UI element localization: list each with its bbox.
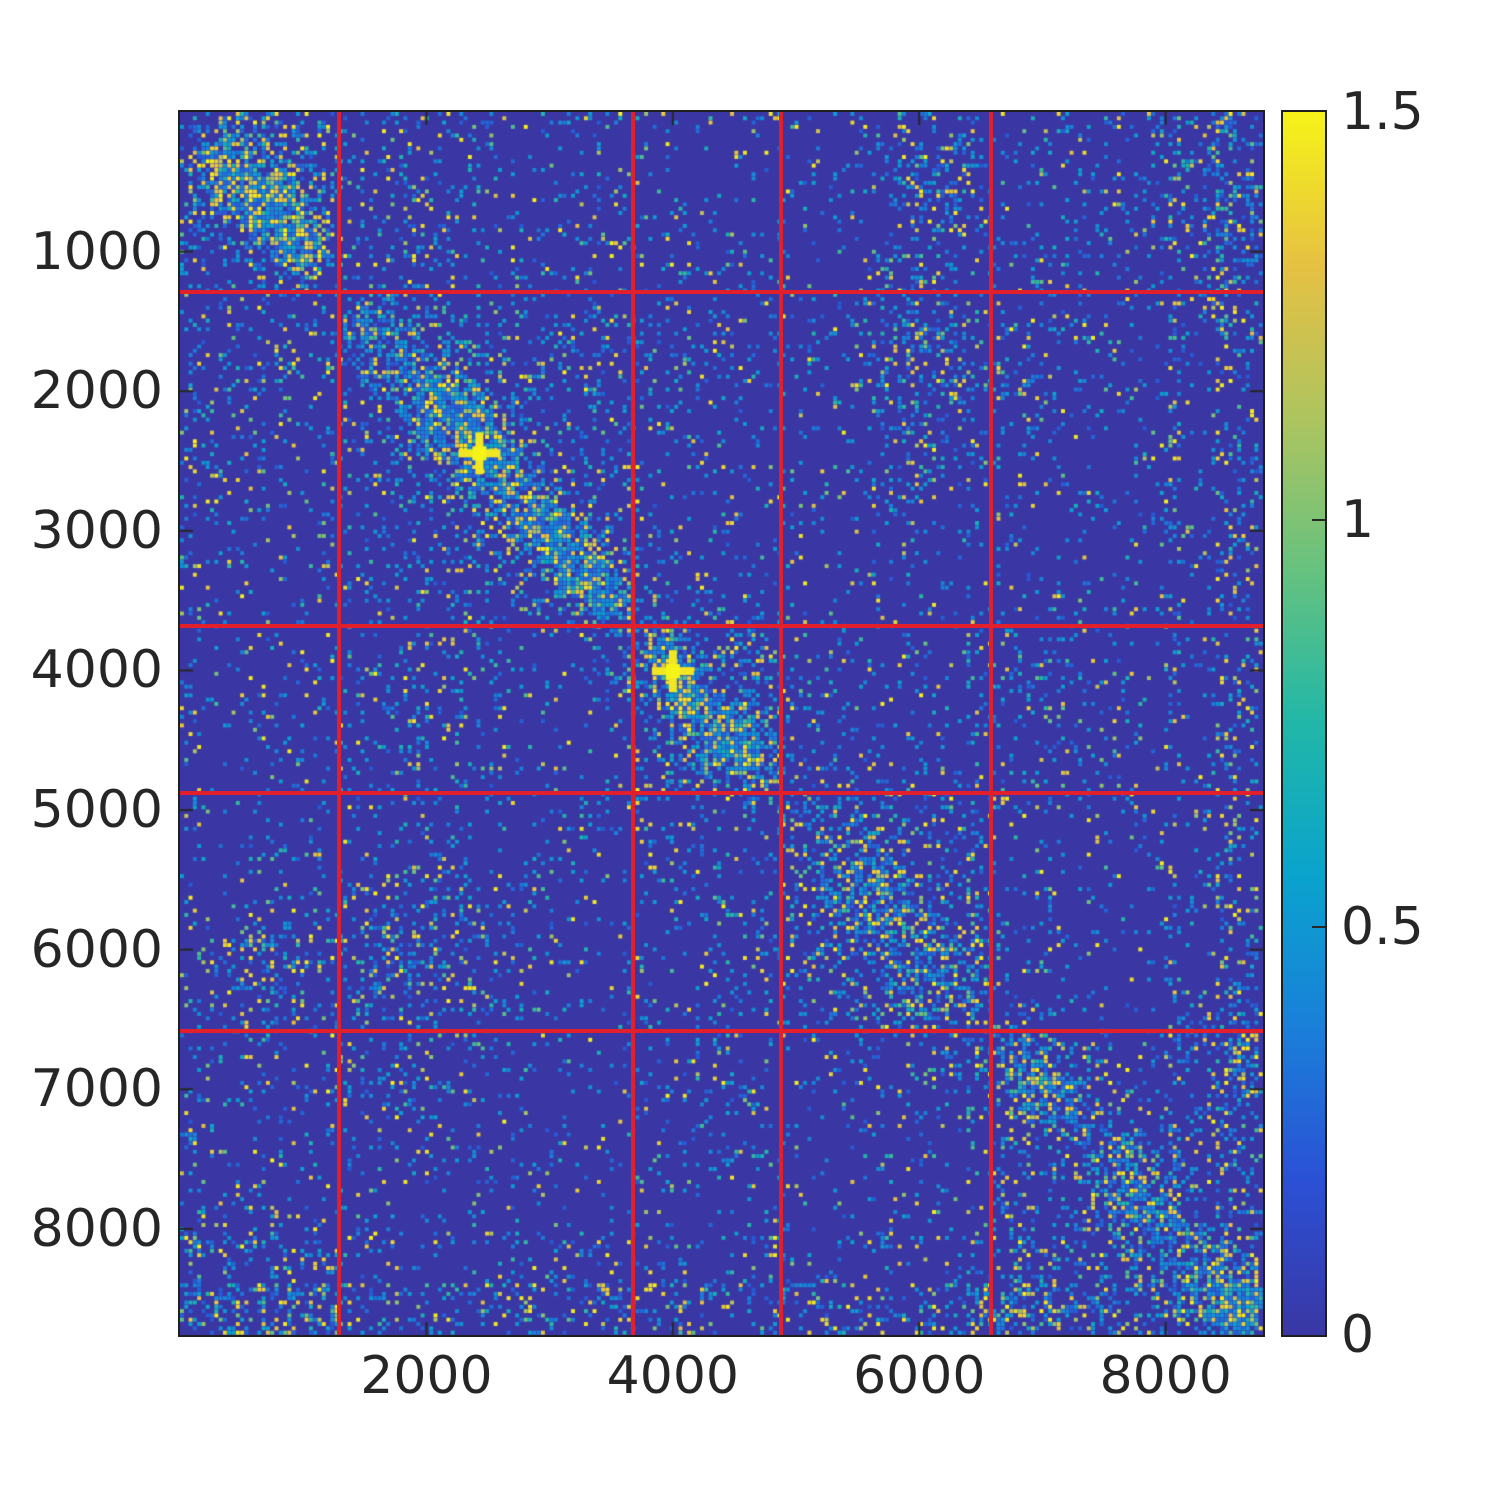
colorbar-tick-label: 0 bbox=[1341, 1305, 1375, 1365]
colorbar-tick-label: 1.5 bbox=[1341, 82, 1424, 142]
cluster-boundary-vline bbox=[779, 112, 784, 1335]
y-axis-tick-label: 7000 bbox=[30, 1059, 163, 1120]
y-axis-tick-label: 8000 bbox=[30, 1198, 163, 1259]
cluster-boundary-vline bbox=[336, 112, 341, 1335]
y-axis-tick-label: 3000 bbox=[30, 500, 163, 561]
cluster-boundary-vline bbox=[988, 112, 993, 1335]
heatmap-plot bbox=[178, 110, 1265, 1337]
y-axis-tick-label: 2000 bbox=[30, 361, 163, 422]
x-axis-tick-label: 6000 bbox=[853, 1346, 986, 1406]
colorbar bbox=[1281, 110, 1327, 1337]
y-axis-tick-label: 6000 bbox=[30, 919, 163, 980]
cluster-boundary-hline bbox=[180, 623, 1263, 628]
heatmap-canvas bbox=[180, 112, 1263, 1335]
colorbar-tick-mark bbox=[1312, 926, 1325, 929]
cluster-boundary-hline bbox=[180, 791, 1263, 796]
cluster-boundary-hline bbox=[180, 1028, 1263, 1033]
x-axis-tick-label: 8000 bbox=[1099, 1346, 1232, 1406]
y-axis-tick-label: 4000 bbox=[30, 640, 163, 701]
x-axis-tick-label: 4000 bbox=[606, 1346, 739, 1406]
colorbar-tick-mark bbox=[1312, 518, 1325, 521]
y-axis-tick-label: 1000 bbox=[30, 221, 163, 282]
colorbar-tick-label: 0.5 bbox=[1341, 897, 1424, 958]
colorbar-gradient bbox=[1283, 112, 1325, 1335]
x-axis-tick-label: 2000 bbox=[360, 1346, 493, 1406]
cluster-boundary-hline bbox=[180, 290, 1263, 295]
cluster-boundary-vline bbox=[631, 112, 636, 1335]
colorbar-tick-label: 1 bbox=[1341, 489, 1375, 550]
y-axis-tick-label: 5000 bbox=[30, 780, 163, 841]
